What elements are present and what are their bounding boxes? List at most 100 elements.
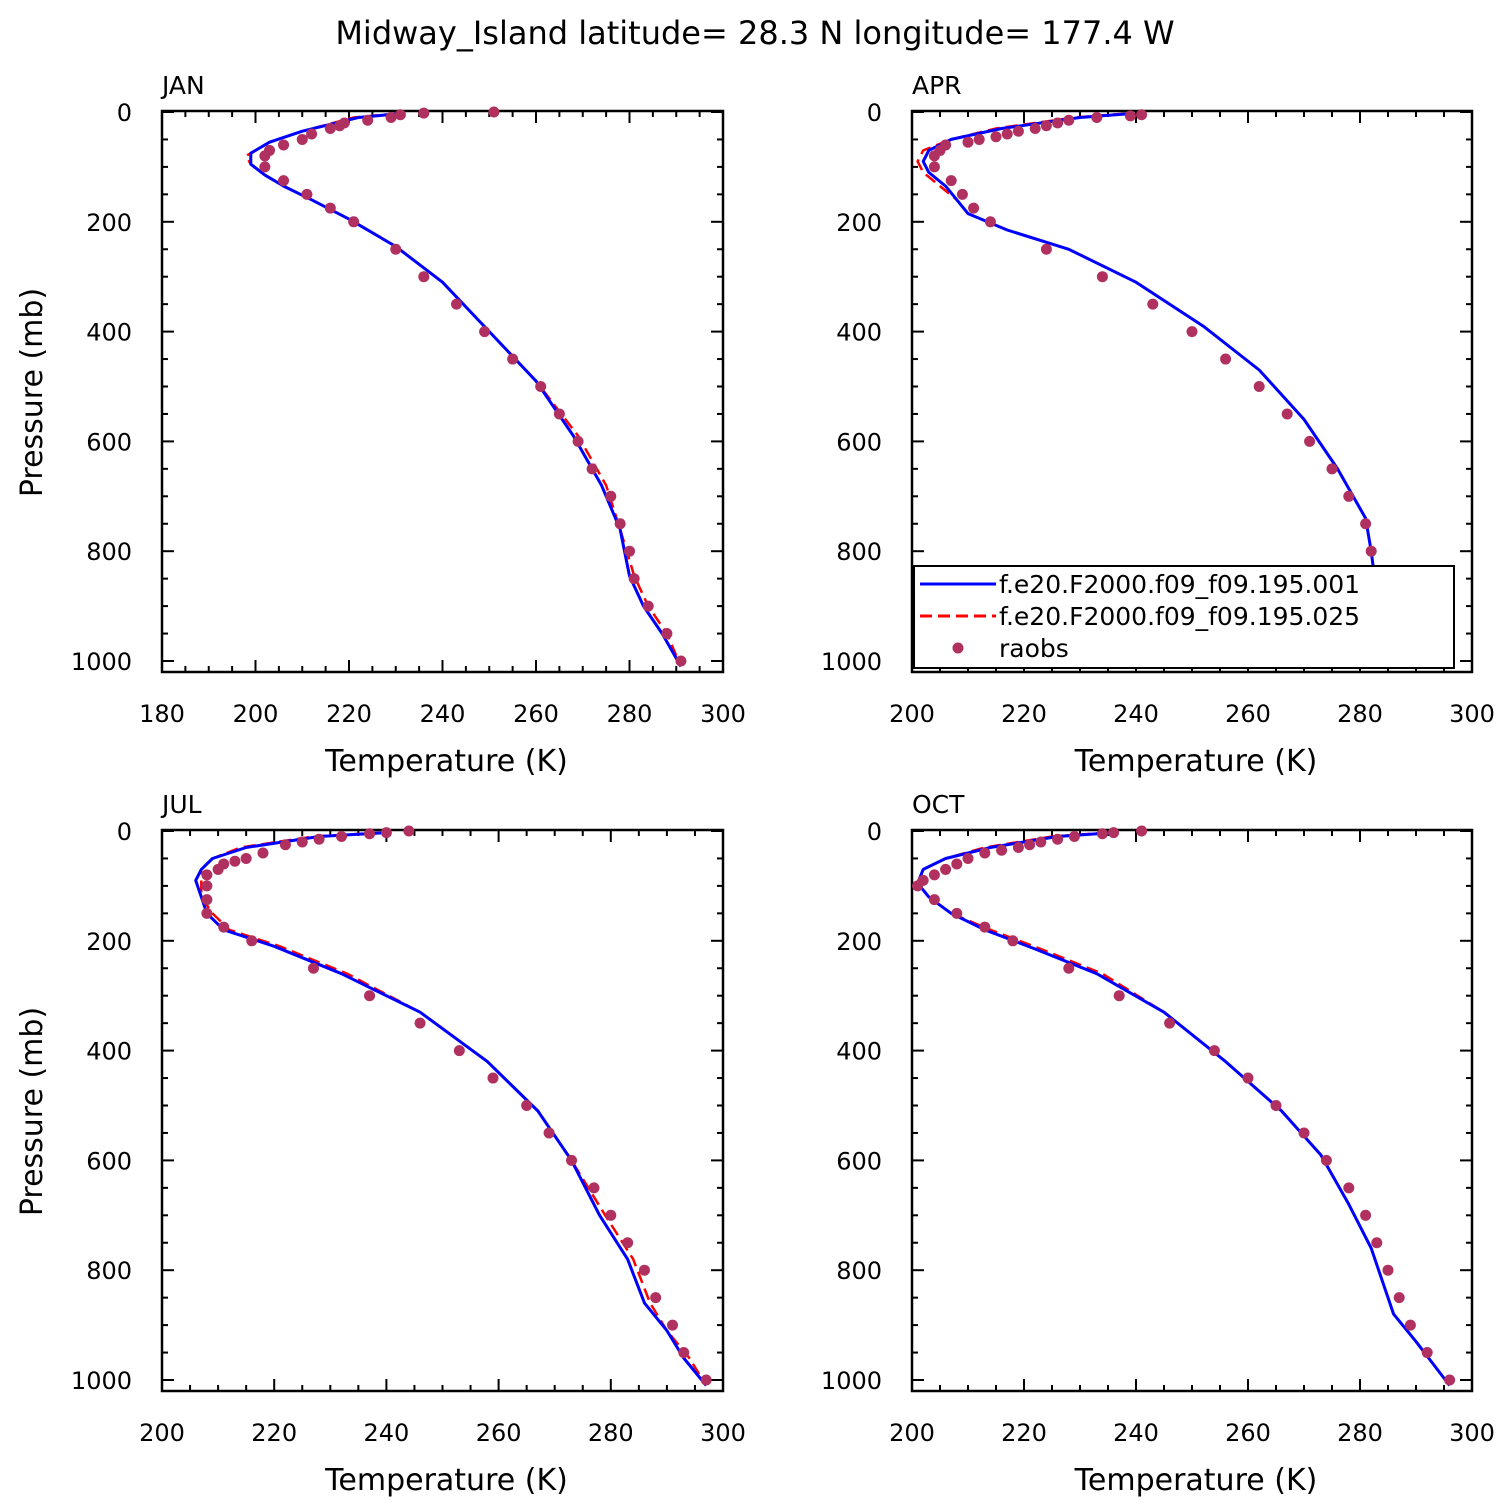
raobs-point xyxy=(1304,435,1316,447)
y-tick-label: 400 xyxy=(836,319,882,347)
panel-jul: 200 220 240 260 280 300 0 200 400 600 800 1000 JUL Te… xyxy=(15,790,746,1498)
raobs-point xyxy=(1242,1072,1254,1084)
y-tick-label: 600 xyxy=(86,1147,132,1175)
y-tick-label: 0 xyxy=(117,818,132,846)
y-tick-label: 600 xyxy=(836,428,882,456)
raobs-point xyxy=(1052,833,1064,845)
raobs-point xyxy=(996,844,1008,856)
x-tick-label: 220 xyxy=(1001,1419,1047,1447)
y-tick-label: 600 xyxy=(86,428,132,456)
y-tick-label: 1000 xyxy=(821,648,882,676)
raobs-point xyxy=(628,573,640,585)
raobs-point xyxy=(622,1237,634,1249)
raobs-point xyxy=(313,833,325,845)
raobs-point xyxy=(605,1209,617,1221)
raobs-point xyxy=(940,863,952,875)
y-tick-label: 200 xyxy=(836,928,882,956)
x-tick-label: 220 xyxy=(1001,700,1047,728)
raobs-point xyxy=(1096,828,1108,840)
raobs-point xyxy=(1029,122,1041,134)
raobs-point xyxy=(218,921,230,933)
raobs-point xyxy=(1035,836,1047,848)
raobs-point xyxy=(1365,545,1377,557)
raobs-point xyxy=(1012,125,1024,137)
panel-jan: 180 200 220 240 260 280 300 0 200 400 600 800 1000 JA… xyxy=(15,71,746,779)
raobs-point xyxy=(296,133,308,145)
raobs-point xyxy=(1404,1319,1416,1331)
legend: f.e20.F2000.f09_f09.195.001 f.e20.F2000.f… xyxy=(913,565,1455,669)
raobs-point xyxy=(928,161,940,173)
legend-label: f.e20.F2000.f09_f09.195.025 xyxy=(999,602,1360,631)
raobs-point xyxy=(246,935,258,947)
raobs-point xyxy=(201,869,213,881)
raobs-point xyxy=(1113,990,1125,1002)
x-tick-label: 240 xyxy=(420,700,466,728)
raobs-point xyxy=(979,847,991,859)
raobs-point xyxy=(1393,1292,1405,1304)
raobs-point xyxy=(1001,128,1013,140)
raobs-point xyxy=(1186,326,1198,338)
x-axis-title: Temperature (K) xyxy=(324,744,568,779)
raobs-point xyxy=(572,435,584,447)
x-tick-label: 200 xyxy=(139,1419,185,1447)
raobs-point xyxy=(642,600,654,612)
x-tick-label: 260 xyxy=(513,700,559,728)
y-axis-title: Pressure (mb) xyxy=(15,288,50,497)
raobs-point xyxy=(928,869,940,881)
x-tick-label: 300 xyxy=(1449,700,1495,728)
raobs-point xyxy=(1320,1154,1332,1166)
raobs-point xyxy=(307,962,319,974)
raobs-point xyxy=(990,131,1002,143)
x-tick-label: 280 xyxy=(1337,1419,1383,1447)
legend-box xyxy=(913,565,1455,669)
raobs-point xyxy=(301,188,313,200)
raobs-point xyxy=(336,830,348,842)
y-tick-label: 800 xyxy=(836,1257,882,1285)
y-tick-label: 400 xyxy=(86,1038,132,1066)
raobs-point xyxy=(1136,109,1148,121)
raobs-point xyxy=(403,825,415,837)
raobs-point xyxy=(638,1264,650,1276)
y-tick-label: 800 xyxy=(86,538,132,566)
raobs-point xyxy=(1108,827,1120,839)
raobs-point xyxy=(951,858,963,870)
x-tick-label: 200 xyxy=(233,700,279,728)
panel-title: JAN xyxy=(160,71,205,100)
raobs-point xyxy=(212,863,224,875)
raobs-point xyxy=(521,1100,533,1111)
raobs-point xyxy=(1360,1209,1372,1221)
raobs-point xyxy=(479,326,491,338)
x-tick-label: 260 xyxy=(1225,1419,1271,1447)
raobs-point xyxy=(240,852,252,864)
raobs-point xyxy=(278,139,290,151)
raobs-point xyxy=(278,175,290,187)
raobs-point xyxy=(1371,1237,1383,1249)
legend-marker-raobs xyxy=(952,642,964,654)
raobs-point xyxy=(984,216,996,228)
raobs-point xyxy=(1052,117,1064,129)
raobs-point xyxy=(1444,1374,1456,1386)
raobs-point xyxy=(1421,1347,1433,1359)
panels: 180 200 220 240 260 280 300 0 200 400 600 800 1000 JA… xyxy=(15,71,1495,1498)
raobs-point xyxy=(324,202,336,214)
raobs-point xyxy=(928,150,940,162)
raobs-point xyxy=(956,188,968,200)
y-tick-label: 1000 xyxy=(71,1367,132,1395)
panel-title: APR xyxy=(912,71,962,100)
raobs-point xyxy=(605,490,617,502)
raobs-point xyxy=(201,880,213,892)
raobs-point xyxy=(661,628,673,640)
raobs-point xyxy=(928,894,940,906)
raobs-point xyxy=(418,271,430,283)
raobs-point xyxy=(364,828,376,840)
raobs-point xyxy=(259,150,271,162)
x-tick-label: 180 xyxy=(139,700,185,728)
raobs-point xyxy=(1281,408,1293,420)
raobs-point xyxy=(624,545,635,557)
x-tick-label: 280 xyxy=(1337,700,1383,728)
raobs-point xyxy=(279,839,291,851)
series-line-f-e20-f2000-f09-f09-195-001 xyxy=(916,831,1451,1387)
raobs-point xyxy=(334,120,346,132)
